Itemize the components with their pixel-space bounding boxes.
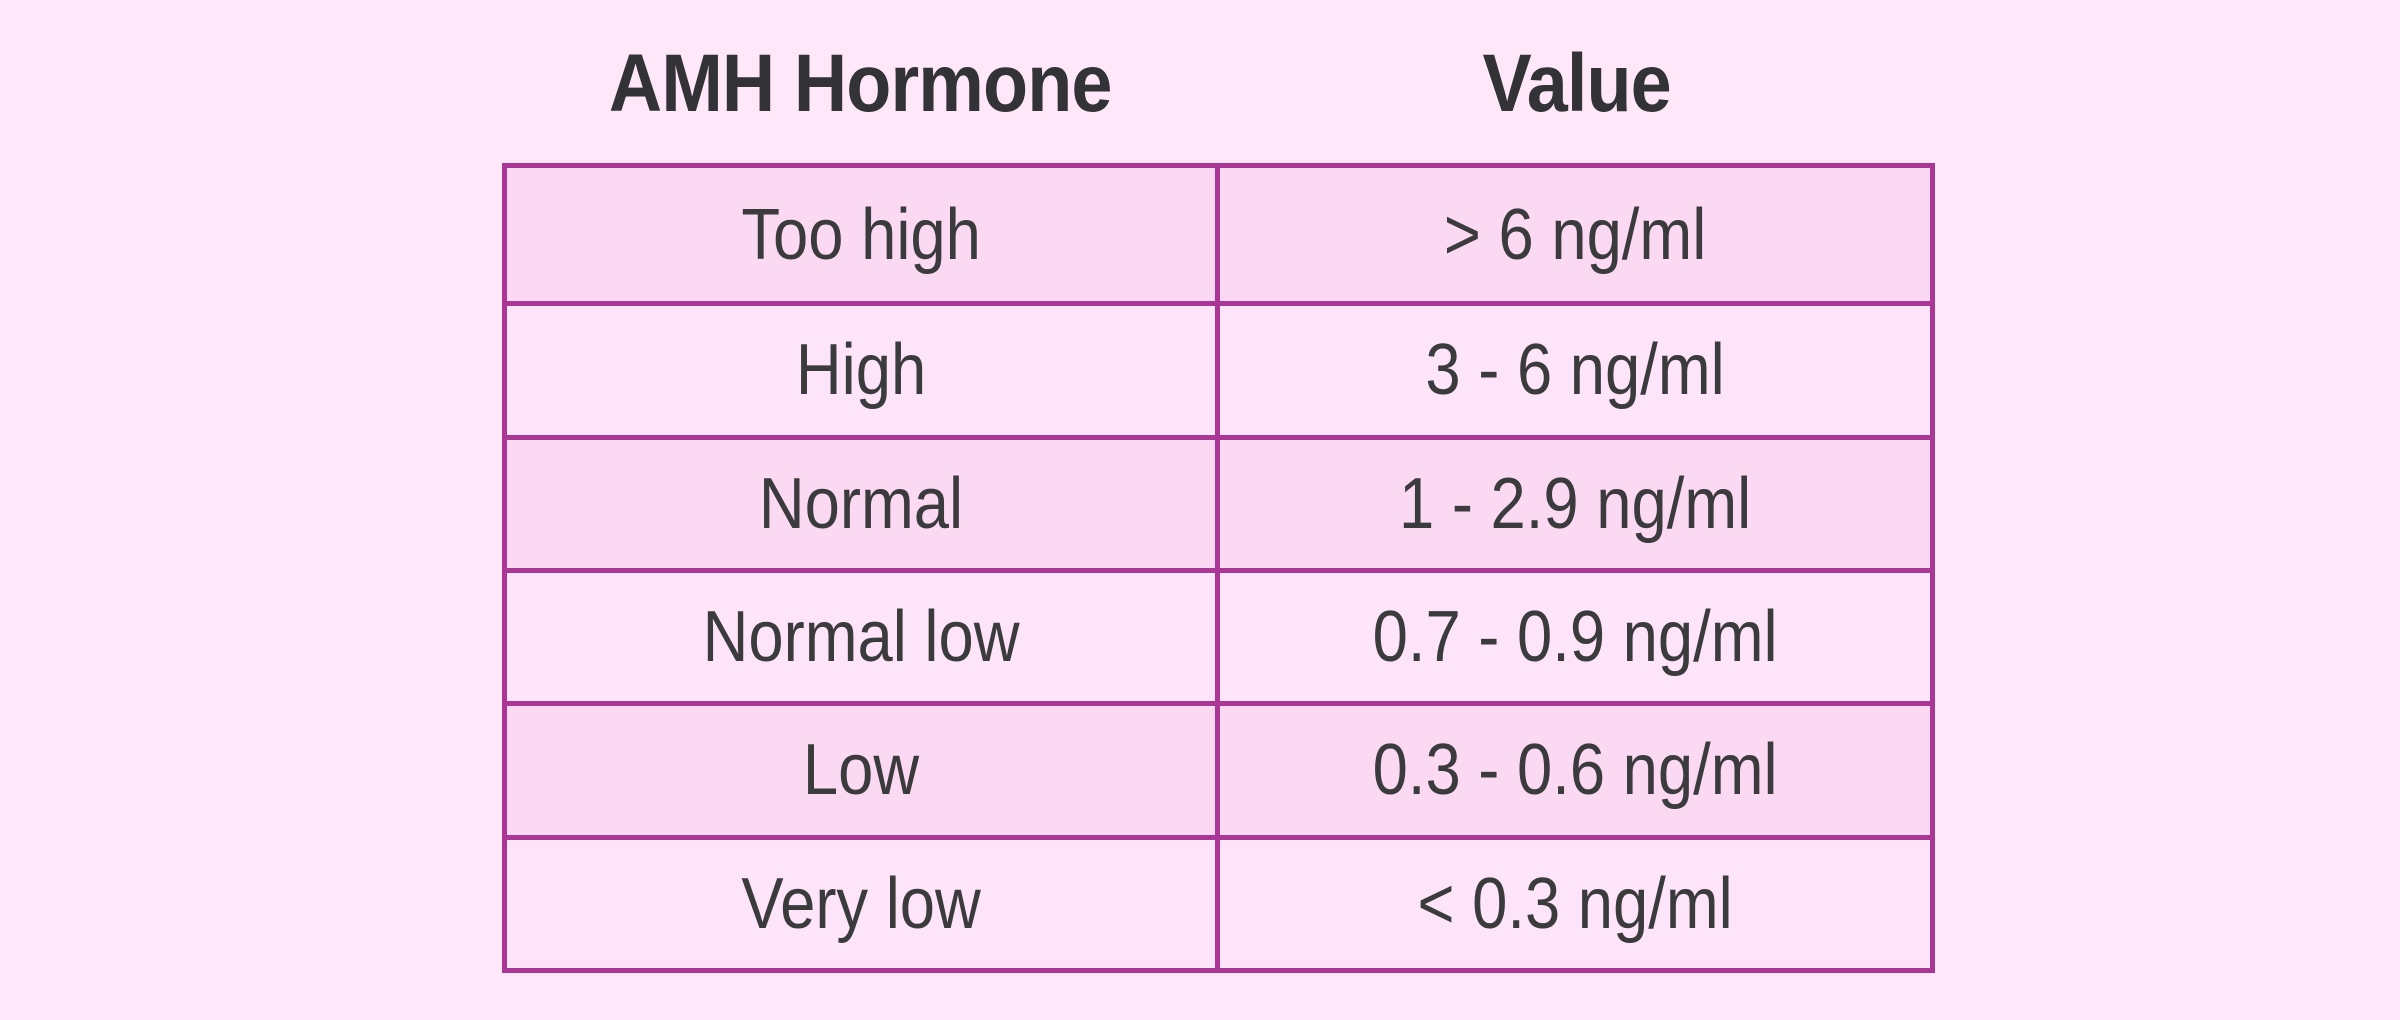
hormone-level-cell: Low <box>507 706 1215 835</box>
hormone-value-range: > 6 ng/ml <box>1443 194 1707 275</box>
table-row-very-low: Very low < 0.3 ng/ml <box>507 834 1930 968</box>
hormone-value-cell: 0.7 - 0.9 ng/ml <box>1215 572 1930 702</box>
hormone-level-label: Normal <box>758 463 964 544</box>
hormone-value-cell: > 6 ng/ml <box>1215 168 1930 302</box>
column-header-hormone-cell: AMH Hormone <box>502 28 1219 140</box>
column-header-value-cell: Value <box>1219 28 1936 140</box>
hormone-level-cell: Very low <box>507 839 1215 968</box>
table-row-low: Low 0.3 - 0.6 ng/ml <box>507 701 1930 835</box>
table-row-normal: Normal 1 - 2.9 ng/ml <box>507 434 1930 568</box>
hormone-value-range: 3 - 6 ng/ml <box>1425 330 1725 411</box>
table-row-high: High 3 - 6 ng/ml <box>507 301 1930 435</box>
hormone-value-range: 0.3 - 0.6 ng/ml <box>1372 730 1778 811</box>
amh-value-table: Too high > 6 ng/ml High 3 - 6 ng/ml Norm… <box>502 163 1935 973</box>
column-header-hormone: AMH Hormone <box>608 38 1112 129</box>
table-row-too-high: Too high > 6 ng/ml <box>507 168 1930 302</box>
hormone-level-label: Normal low <box>702 597 1020 678</box>
column-header-value: Value <box>1482 38 1672 129</box>
hormone-value-cell: < 0.3 ng/ml <box>1215 839 1930 968</box>
hormone-level-cell: Normal <box>507 439 1215 568</box>
hormone-value-cell: 1 - 2.9 ng/ml <box>1215 439 1930 568</box>
hormone-level-label: Low <box>802 730 920 811</box>
table-column-headers: AMH Hormone Value <box>502 28 1935 140</box>
hormone-value-cell: 3 - 6 ng/ml <box>1215 306 1930 435</box>
table-row-normal-low: Normal low 0.7 - 0.9 ng/ml <box>507 567 1930 702</box>
hormone-level-cell: Normal low <box>507 572 1215 702</box>
hormone-level-label: High <box>795 330 927 411</box>
hormone-level-cell: Too high <box>507 168 1215 302</box>
hormone-value-range: 1 - 2.9 ng/ml <box>1398 463 1752 544</box>
hormone-level-label: Very low <box>741 863 981 944</box>
hormone-level-cell: High <box>507 306 1215 435</box>
hormone-value-cell: 0.3 - 0.6 ng/ml <box>1215 706 1930 835</box>
hormone-value-range: < 0.3 ng/ml <box>1417 863 1733 944</box>
hormone-value-range: 0.7 - 0.9 ng/ml <box>1372 597 1778 678</box>
hormone-level-label: Too high <box>741 194 981 275</box>
